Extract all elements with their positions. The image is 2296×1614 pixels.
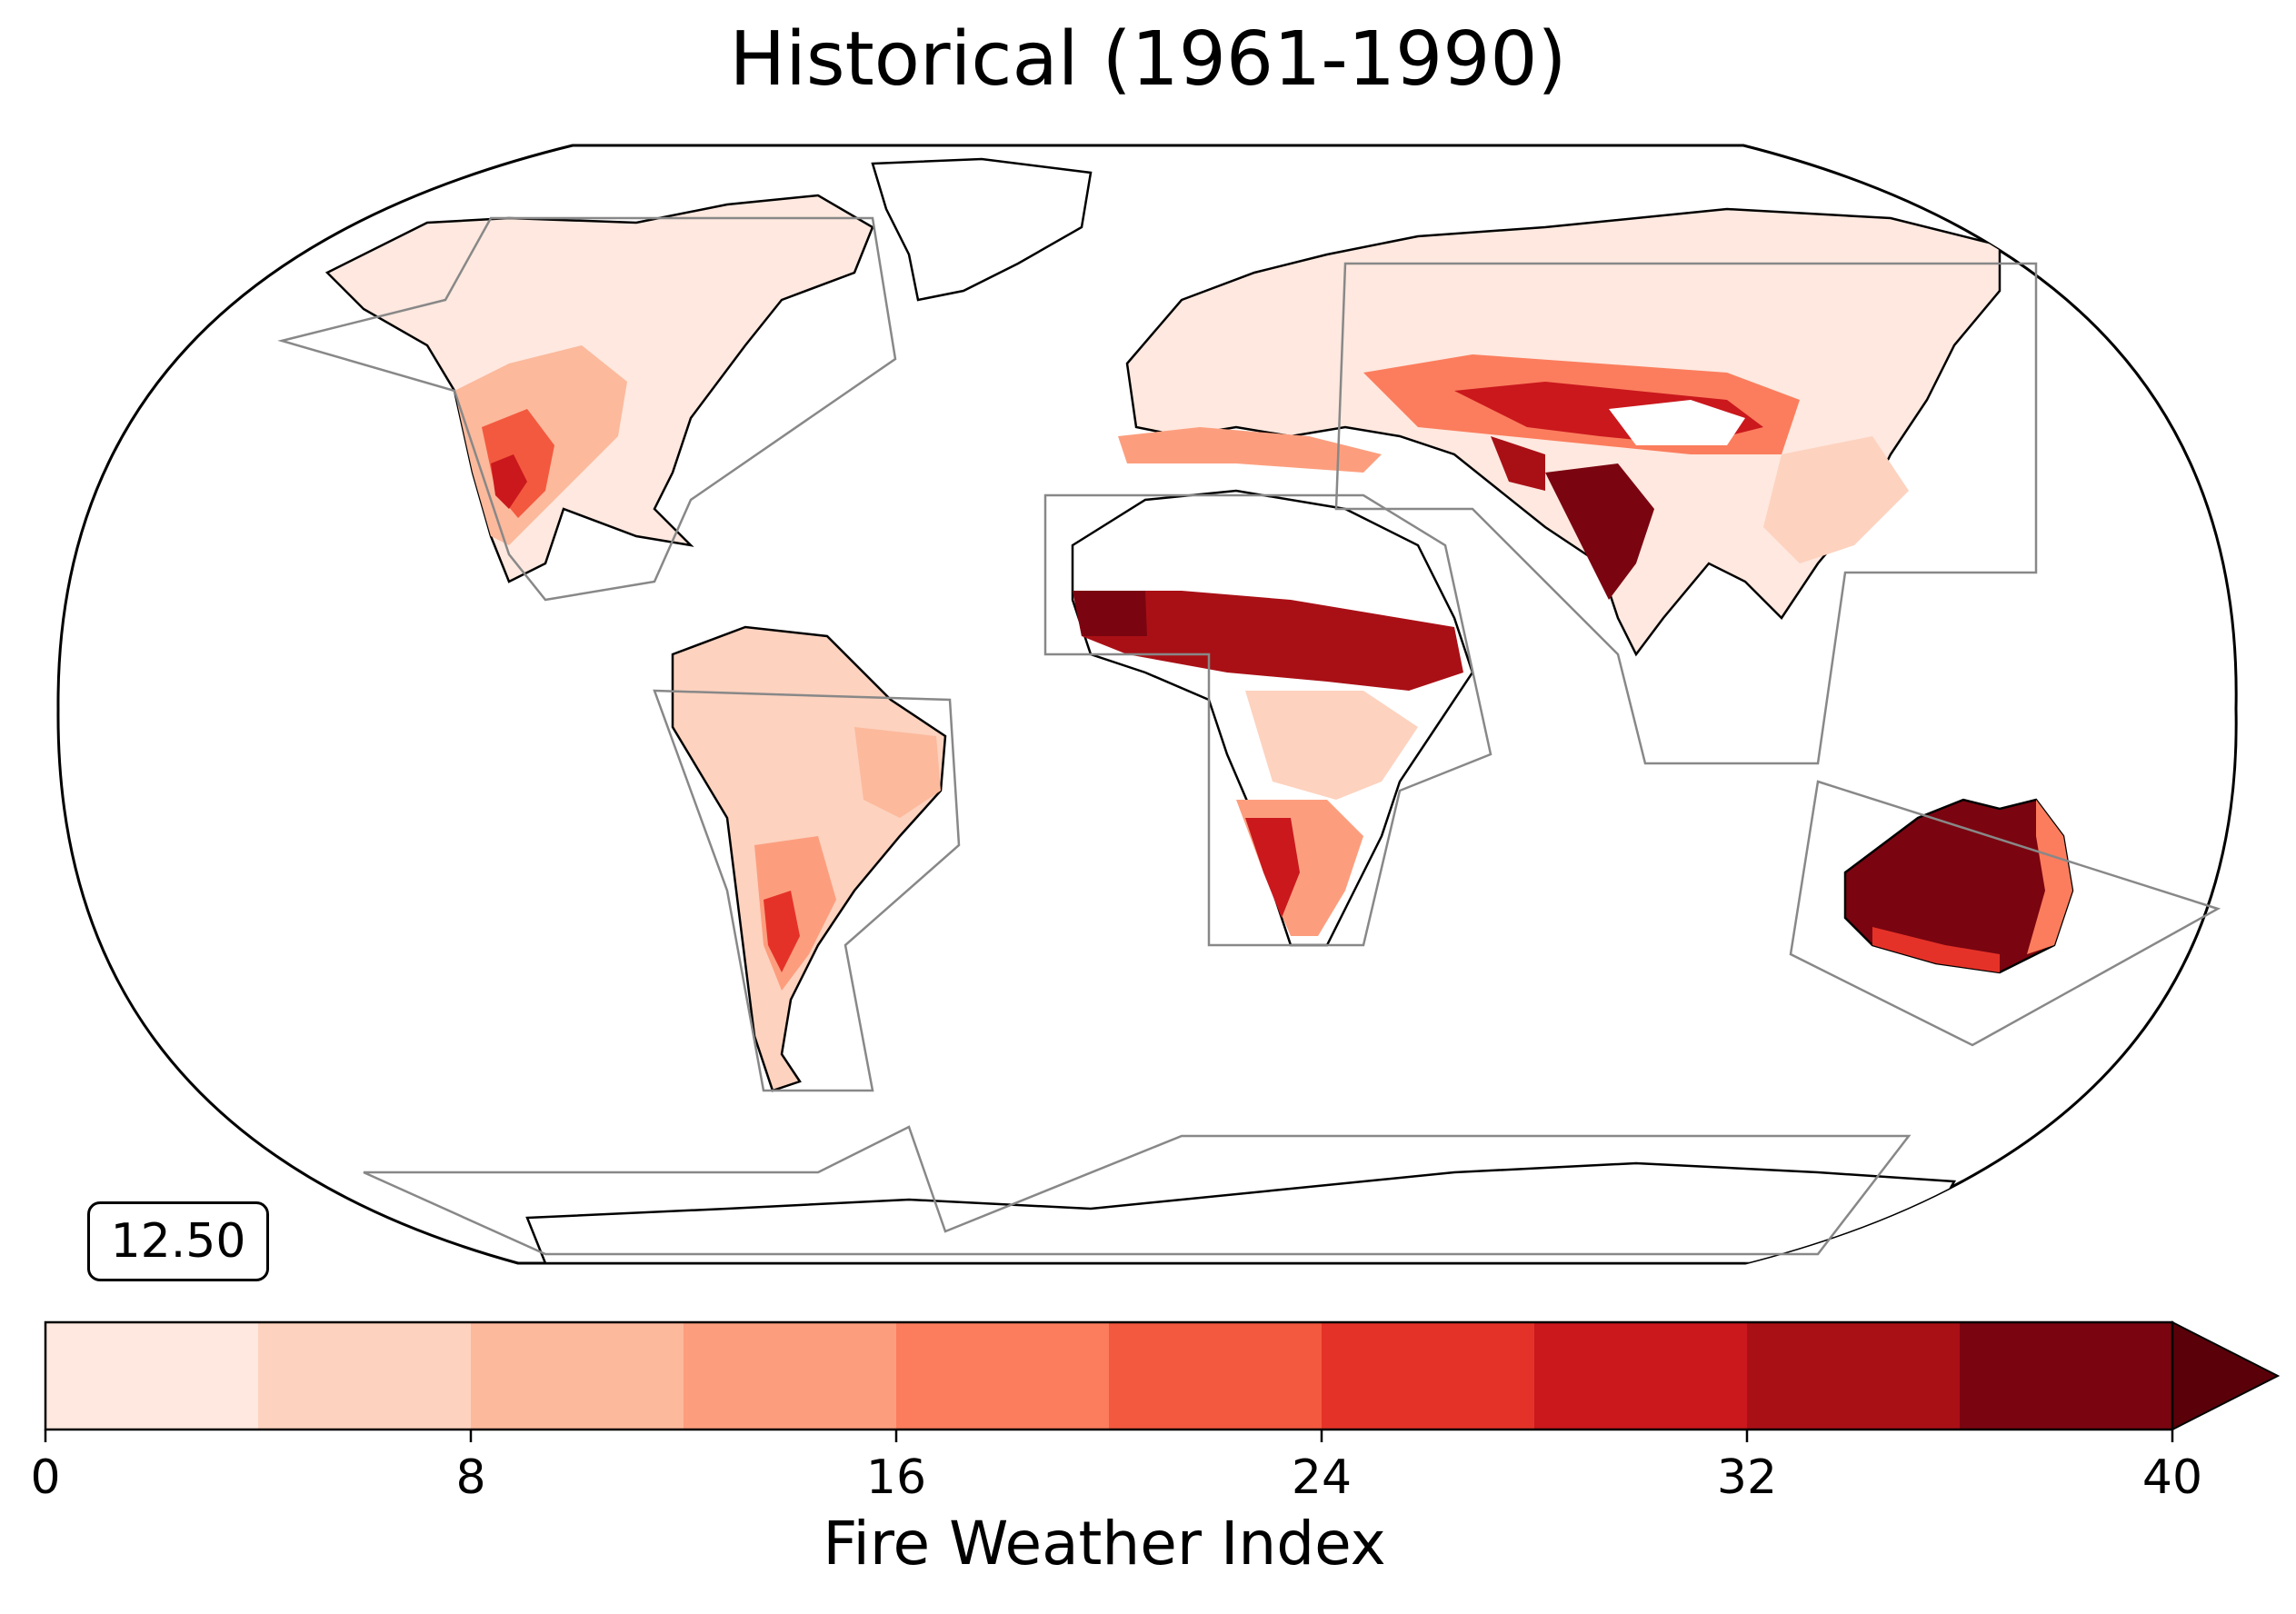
colorbar-segment bbox=[1747, 1322, 1961, 1430]
colorbar-segment bbox=[1109, 1322, 1323, 1430]
colorbar-tick-label: 24 bbox=[1292, 1450, 1352, 1505]
sahel-core bbox=[1073, 591, 1147, 636]
colorbar-segment bbox=[684, 1322, 897, 1430]
south-asia-outer bbox=[1491, 436, 1545, 491]
north-america-hotspot-core bbox=[491, 454, 527, 509]
colorbar-frame bbox=[44, 1320, 2174, 1431]
antarctica-land bbox=[525, 1161, 1957, 1263]
south-america-east bbox=[854, 727, 941, 818]
world-map bbox=[56, 144, 2238, 1265]
greenland-land bbox=[871, 157, 1093, 302]
colorbar-segment bbox=[471, 1322, 684, 1430]
south-america-south-core bbox=[764, 891, 800, 972]
colorbar-tick-label: 0 bbox=[30, 1450, 60, 1505]
region-outlines bbox=[277, 216, 2221, 1256]
colorbar-segment bbox=[1534, 1322, 1748, 1430]
colorbar-segment bbox=[1322, 1322, 1535, 1430]
colorbar-segment bbox=[896, 1322, 1110, 1430]
gobi-missing bbox=[1609, 400, 1745, 445]
colorbar-tick-label: 8 bbox=[455, 1450, 485, 1505]
colorbar-segment bbox=[258, 1322, 472, 1430]
map-title: Historical (1961-1990) bbox=[729, 16, 1567, 103]
average-value-text: 12.50 bbox=[110, 1214, 246, 1269]
average-value-box: 12.50 bbox=[87, 1201, 269, 1281]
australia-south-rim bbox=[1872, 927, 2000, 972]
colorbar-tick-label: 40 bbox=[2142, 1450, 2202, 1505]
south-asia-core bbox=[1545, 463, 1654, 600]
east-africa-warm bbox=[1245, 691, 1418, 800]
east-asia-warm bbox=[1763, 436, 1909, 563]
colorbar-extend-arrow bbox=[2171, 1320, 2281, 1431]
fwi-fill-layer bbox=[324, 157, 2074, 1263]
australia-east-rim bbox=[2027, 800, 2072, 954]
sahel-band bbox=[1073, 591, 1463, 691]
colorbar-label: Fire Weather Index bbox=[823, 1509, 1386, 1579]
colorbar-tick-label: 16 bbox=[866, 1450, 926, 1505]
colorbar-segment bbox=[45, 1322, 259, 1430]
mediterranean-strip bbox=[1118, 427, 1382, 473]
colorbar-ticks: 0 8 16 24 32 40 bbox=[30, 1430, 2202, 1505]
colorbar-tick-label: 32 bbox=[1717, 1450, 1777, 1505]
southern-africa-core bbox=[1245, 818, 1300, 918]
colorbar-segment bbox=[1960, 1322, 2173, 1430]
colorbar-segments bbox=[45, 1322, 2173, 1430]
